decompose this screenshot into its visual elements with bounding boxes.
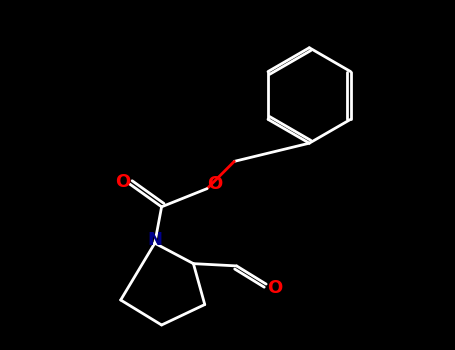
Text: N: N [147,231,162,248]
Text: O: O [267,279,282,297]
Text: O: O [207,175,223,193]
Text: O: O [115,173,131,191]
